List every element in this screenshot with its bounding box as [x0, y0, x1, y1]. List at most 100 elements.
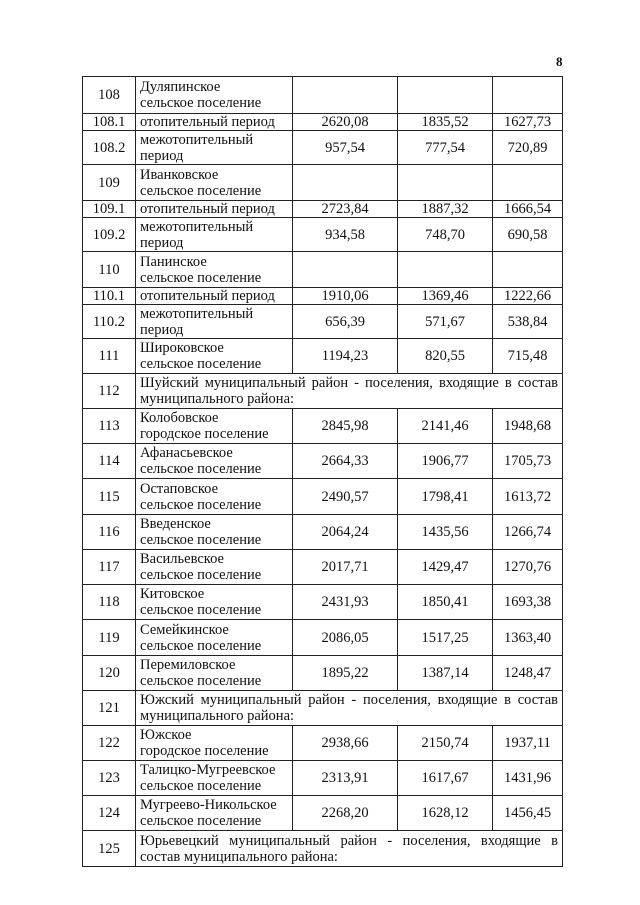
settlement-name: Введенское сельское поселение [135, 514, 293, 550]
value-cell: 1270,76 [492, 549, 563, 585]
settlement-name: Иванковское сельское поселение [135, 164, 293, 201]
settlement-name: Афанасьевское сельское поселение [135, 443, 293, 479]
heading-line: состав муниципального района: [140, 848, 338, 865]
name-line: сельское поселение [140, 567, 262, 583]
name-line: период [140, 321, 184, 338]
value-cell: 1517,25 [397, 619, 493, 656]
name-line: Дуляпинское [140, 79, 221, 95]
value-cell: 1194,23 [292, 338, 398, 374]
table-row: 124 Мугреево-Никольское сельское поселение… [82, 795, 563, 831]
row-number: 115 [82, 478, 136, 515]
row-number: 108.1 [82, 113, 136, 131]
value-cell: 538,84 [492, 304, 563, 339]
name-line: Иванковское [140, 166, 219, 183]
section-heading: Юрьевецкий муниципальный район - поселен… [135, 830, 563, 867]
value-cell: 1387,14 [397, 655, 493, 691]
value-cell: 571,67 [397, 304, 493, 339]
name-line: период [140, 147, 184, 164]
name-line: сельское поселение [140, 356, 262, 372]
row-number: 124 [82, 795, 136, 831]
heading-line: Шуйский муниципальный район - поселения,… [140, 375, 558, 391]
table-row: 112 Шуйский муниципальный район - поселен… [82, 373, 563, 409]
value-cell: 1369,46 [397, 287, 493, 305]
value-cell: 2017,71 [292, 549, 398, 585]
table-row: 111 Широковское сельское поселение 1194,23 8… [82, 338, 563, 374]
table-row: 109 Иванковское сельское поселение [82, 164, 563, 201]
name-line: межотопительный [140, 305, 254, 322]
value-cell: 1248,47 [492, 655, 563, 691]
table-row: 125 Юрьевецкий муниципальный район - посе… [82, 830, 563, 867]
row-number: 114 [82, 443, 136, 479]
name-line: сельское поселение [140, 637, 262, 654]
table-row: 120 Перемиловское сельское поселение 1895,2… [82, 655, 563, 691]
name-line: сельское поселение [140, 269, 262, 286]
row-number: 109.1 [82, 200, 136, 218]
row-number: 110.1 [82, 287, 136, 305]
value-cell: 1627,73 [492, 113, 563, 131]
tariff-table: 108 Дуляпинское сельское поселение 108.1 ото… [82, 76, 563, 867]
name-line: Мугреево-Никольское [140, 797, 277, 813]
name-line: межотопительный [140, 218, 254, 235]
settlement-name: Остаповское сельское поселение [135, 478, 293, 515]
settlement-name: отопительный период [135, 113, 293, 131]
settlement-name: Панинское сельское поселение [135, 251, 293, 288]
name-line: Васильевское [140, 551, 224, 567]
row-number: 116 [82, 514, 136, 550]
value-cell: 1666,54 [492, 200, 563, 218]
value-cell: 715,48 [492, 338, 563, 374]
value-cell: 1895,22 [292, 655, 398, 691]
row-number: 112 [82, 373, 136, 409]
value-cell: 2845,98 [292, 408, 398, 444]
name-line: Афанасьевское [140, 445, 233, 461]
value-cell: 1705,73 [492, 443, 563, 479]
row-number: 119 [82, 619, 136, 656]
heading-line: Южский муниципальный район - поселения, … [140, 692, 558, 708]
name-line: сельское поселение [140, 673, 262, 689]
name-line: сельское поселение [140, 532, 262, 548]
value-cell: 748,70 [397, 217, 493, 252]
name-line: Колобовское [140, 410, 219, 426]
value-cell: 1887,32 [397, 200, 493, 218]
table-row: 110.2 межотопительный период 656,39 571,67 53… [82, 304, 563, 339]
name-line: сельское поселение [140, 496, 262, 513]
name-line: отопительный период [140, 288, 275, 304]
value-cell: 1906,77 [397, 443, 493, 479]
name-line: отопительный период [140, 114, 275, 130]
table-row: 121 Южский муниципальный район - поселени… [82, 690, 563, 726]
heading-line: муниципального района: [140, 391, 295, 407]
table-row: 110.1 отопительный период 1910,06 1369,46 12… [82, 287, 563, 305]
name-line: городское поселение [140, 743, 269, 759]
table-row: 110 Панинское сельское поселение [82, 251, 563, 288]
table-row: 109.2 межотопительный период 934,58 748,70 69… [82, 217, 563, 252]
value-cell: 2141,46 [397, 408, 493, 444]
section-heading: Южский муниципальный район - поселения, … [135, 690, 563, 726]
value-cell: 1798,41 [397, 478, 493, 515]
name-line: сельское поселение [140, 602, 262, 618]
heading-line: муниципального района: [140, 708, 295, 724]
table-row: 108.2 межотопительный период 957,54 777,54 72… [82, 130, 563, 165]
row-number: 110.2 [82, 304, 136, 339]
table-row: 118 Китовское сельское поселение 2431,93 185… [82, 584, 563, 620]
row-number: 122 [82, 725, 136, 761]
settlement-name: Южское городское поселение [135, 725, 293, 761]
name-line: Талицко-Мугреевское [140, 762, 276, 778]
value-cell: 1835,52 [397, 113, 493, 131]
settlement-name: Васильевское сельское поселение [135, 549, 293, 585]
page-number: 8 [556, 54, 563, 69]
name-line: Остаповское [140, 480, 219, 497]
row-number: 108 [82, 76, 136, 114]
table-row: 117 Васильевское сельское поселение 2017,71… [82, 549, 563, 585]
settlement-name: Китовское сельское поселение [135, 584, 293, 620]
value-cell: 720,89 [492, 130, 563, 165]
value-cell: 1617,67 [397, 760, 493, 796]
row-number: 111 [82, 338, 136, 374]
settlement-name: отопительный период [135, 200, 293, 218]
value-cell [397, 251, 493, 288]
row-number: 108.2 [82, 130, 136, 165]
value-cell [492, 76, 563, 114]
value-cell: 1628,12 [397, 795, 493, 831]
settlement-name: Колобовское городское поселение [135, 408, 293, 444]
name-line: сельское поселение [140, 813, 262, 829]
section-heading: Шуйский муниципальный район - поселения,… [135, 373, 563, 409]
table-row: 115 Остаповское сельское поселение 2490,57 1… [82, 478, 563, 515]
